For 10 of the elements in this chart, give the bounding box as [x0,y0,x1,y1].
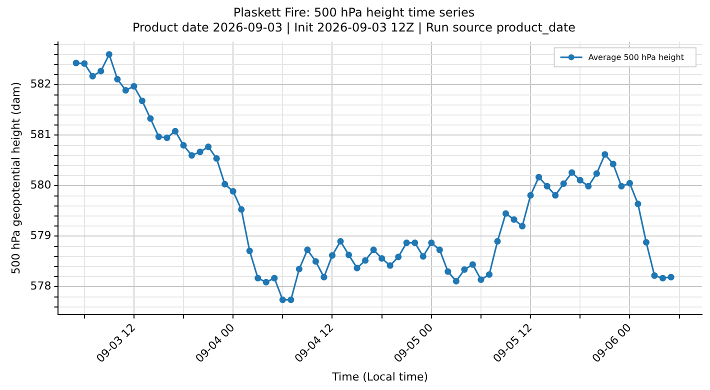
legend-label: Average 500 hPa height [588,52,684,62]
y-tick-label: 578 [30,280,52,293]
y-tick-label: 580 [30,178,52,192]
x-axis-title: Time (Local time) [331,370,428,384]
y-tick-label: 581 [30,128,52,142]
y-tick-label: 579 [30,229,52,242]
y-axis-title: 500 hPa geopotential height (dam) [9,82,22,274]
chart-subtitle: Product date 2026-09-03 | Init 2026-09-03 12Z | Run source product_date [132,20,576,35]
y-tick-label: 582 [30,78,52,91]
chart-title: Plaskett Fire: 500 hPa height time series [233,5,475,20]
